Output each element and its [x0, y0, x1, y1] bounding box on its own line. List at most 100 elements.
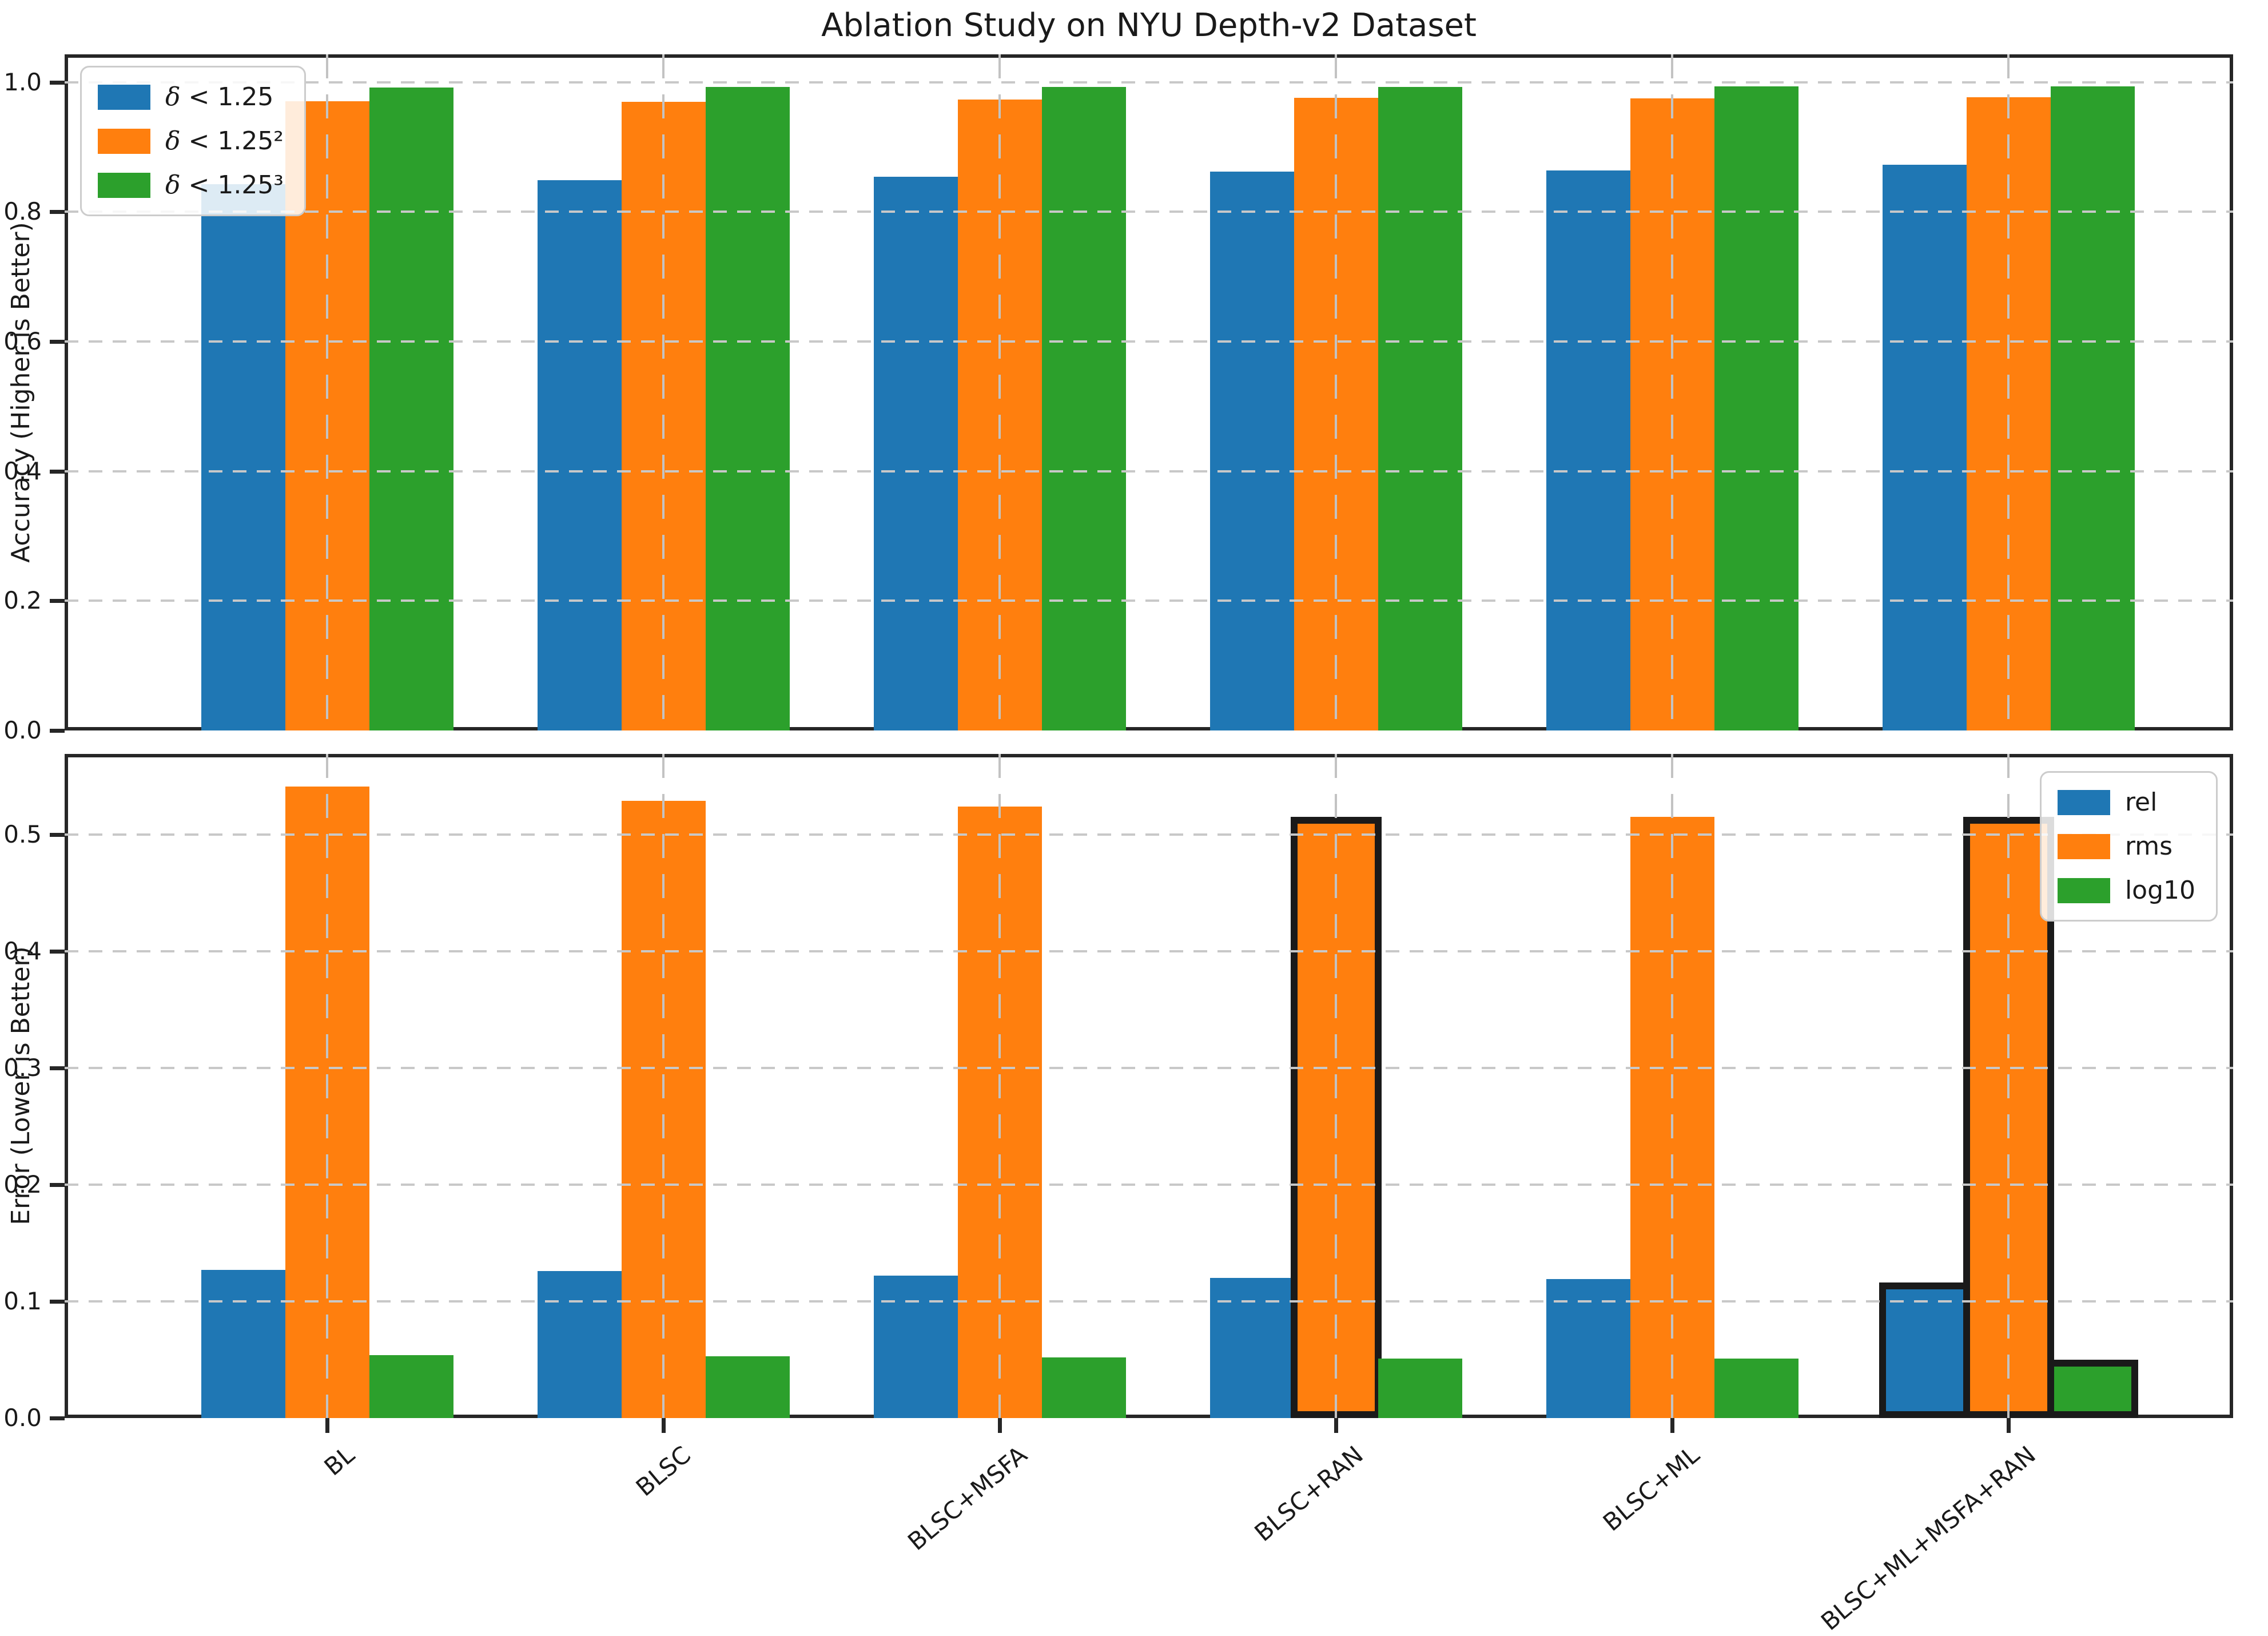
- y-tick-label: 0.5: [3, 820, 42, 848]
- y-gridline: [65, 1300, 2233, 1303]
- legend-label: δ < 1.25: [165, 82, 274, 112]
- legend-item-δ < 1.25²: δ < 1.25²: [98, 126, 284, 156]
- error-plot-area: [65, 754, 2233, 1418]
- legend-swatch-δ < 1.25³: [98, 172, 150, 198]
- bar-log10-BLSC+ML: [1714, 1358, 1799, 1418]
- y-gridline: [65, 211, 2233, 213]
- figure: Ablation Study on NYU Depth-v2 Dataset A…: [3, 7, 2233, 1636]
- bar-log10-BLSC+RAN: [1378, 1358, 1462, 1418]
- y-gridline: [65, 599, 2233, 602]
- y-tickmark: [50, 949, 65, 954]
- x-gridline: [662, 54, 665, 730]
- x-gridline: [1335, 54, 1337, 730]
- y-tickmark: [50, 469, 65, 474]
- x-gridline: [326, 54, 328, 730]
- y-tick-label: 0.0: [3, 1404, 42, 1432]
- legend-swatch-rel: [2057, 789, 2110, 815]
- y-gridline: [65, 1066, 2233, 1069]
- legend-swatch-δ < 1.25: [98, 84, 150, 110]
- x-tickmark: [1334, 1418, 1338, 1433]
- x-tick-label-BLSC: BLSC: [630, 1440, 696, 1502]
- x-tick-label-BL: BL: [319, 1440, 360, 1482]
- y-gridline: [65, 1183, 2233, 1186]
- x-gridline: [1671, 54, 1673, 730]
- x-gridline: [1671, 754, 1673, 1418]
- legend-item-rel: rel: [2057, 788, 2195, 817]
- bar-log10-BLSC+MSFA: [1041, 1357, 1126, 1418]
- bar-rel-BL: [201, 1269, 285, 1418]
- x-gridline: [326, 754, 328, 1418]
- legend-item-δ < 1.25: δ < 1.25: [98, 82, 284, 112]
- y-tickmark: [50, 1299, 65, 1304]
- x-gridline: [662, 754, 665, 1418]
- bar-rel-BLSC: [537, 1270, 622, 1418]
- bar-δ < 1.25-BLSC+MSFA: [873, 177, 958, 730]
- x-tickmark: [2007, 1418, 2011, 1433]
- bar-log10-BL: [369, 1355, 453, 1418]
- bar-δ < 1.25³-BLSC: [705, 86, 790, 730]
- y-tickmark: [50, 80, 65, 85]
- x-tick-label-BLSC+ML+MSFA+RAN: BLSC+ML+MSFA+RAN: [1816, 1440, 2041, 1636]
- y-tick-label: 0.3: [3, 1053, 42, 1082]
- legend-label: rel: [2124, 788, 2158, 817]
- x-gridline: [2007, 54, 2010, 730]
- y-tickmark: [50, 729, 65, 733]
- legend-label: rms: [2124, 832, 2173, 861]
- y-tickmark: [50, 210, 65, 215]
- bar-δ < 1.25-BL: [201, 184, 285, 730]
- bar-δ < 1.25-BLSC: [537, 180, 622, 730]
- x-tickmark: [662, 1418, 666, 1433]
- y-tick-label: 0.6: [3, 327, 42, 356]
- bar-δ < 1.25³-BLSC+MSFA: [1041, 86, 1126, 730]
- x-gridline: [2007, 754, 2010, 1418]
- y-tick-label: 0.1: [3, 1286, 42, 1315]
- legend-label: log10: [2124, 876, 2195, 905]
- y-gridline: [65, 950, 2233, 952]
- bar-δ < 1.25-BLSC+ML: [1546, 170, 1630, 730]
- accuracy-y-axis-label: Accuracy (Higher is Better): [3, 49, 38, 736]
- legend-item-δ < 1.25³: δ < 1.25³: [98, 170, 284, 200]
- bar-rel-BLSC+ML+MSFA+RAN: [1879, 1282, 1970, 1418]
- x-gridline: [998, 754, 1001, 1418]
- y-tickmark: [50, 1066, 65, 1070]
- legend: rel rms log10: [2039, 771, 2218, 922]
- y-tickmark: [50, 1416, 65, 1420]
- x-tickmark: [1670, 1418, 1674, 1433]
- y-tick-label: 0.4: [3, 456, 42, 485]
- x-tick-label-BLSC+RAN: BLSC+RAN: [1249, 1440, 1368, 1547]
- x-tickmark: [998, 1418, 1002, 1433]
- y-gridline: [65, 470, 2233, 472]
- accuracy-y-axis-label-text: Accuracy (Higher is Better): [6, 222, 35, 563]
- bar-δ < 1.25-BLSC+RAN: [1209, 172, 1294, 730]
- bar-δ < 1.25-BLSC+ML+MSFA+RAN: [1882, 164, 1967, 730]
- y-tick-label: 0.0: [3, 716, 42, 744]
- legend-swatch-rms: [2057, 833, 2110, 859]
- bar-log10-BLSC+ML+MSFA+RAN: [2047, 1360, 2138, 1418]
- y-gridline: [65, 340, 2233, 343]
- bar-rel-BLSC+RAN: [1209, 1278, 1294, 1418]
- bar-rel-BLSC+MSFA: [873, 1276, 958, 1418]
- bar-δ < 1.25³-BLSC+RAN: [1378, 86, 1462, 730]
- bar-δ < 1.25³-BL: [369, 87, 453, 730]
- bar-δ < 1.25³-BLSC+ML+MSFA+RAN: [2050, 86, 2135, 730]
- y-tick-label: 0.4: [3, 936, 42, 965]
- y-tickmark: [50, 340, 65, 344]
- y-tickmark: [50, 1182, 65, 1187]
- legend-item-log10: log10: [2057, 876, 2195, 905]
- legend: δ < 1.25 δ < 1.25² δ < 1.25³: [80, 66, 306, 216]
- x-tick-label-BLSC+MSFA: BLSC+MSFA: [902, 1440, 1032, 1556]
- y-tickmark: [50, 832, 65, 837]
- legend-swatch-δ < 1.25²: [98, 128, 150, 154]
- chart-title: Ablation Study on NYU Depth-v2 Dataset: [821, 7, 1477, 44]
- y-tick-label: 0.8: [3, 197, 42, 226]
- bar-δ < 1.25³-BLSC+ML: [1714, 86, 1799, 730]
- y-tick-label: 0.2: [3, 1170, 42, 1198]
- legend-label: δ < 1.25³: [165, 170, 284, 200]
- x-gridline: [1335, 754, 1337, 1418]
- y-tick-label: 1.0: [3, 67, 42, 96]
- legend-swatch-log10: [2057, 877, 2110, 903]
- legend-label: δ < 1.25²: [165, 126, 284, 156]
- y-gridline: [65, 833, 2233, 836]
- legend-item-rms: rms: [2057, 832, 2195, 861]
- y-tickmark: [50, 599, 65, 603]
